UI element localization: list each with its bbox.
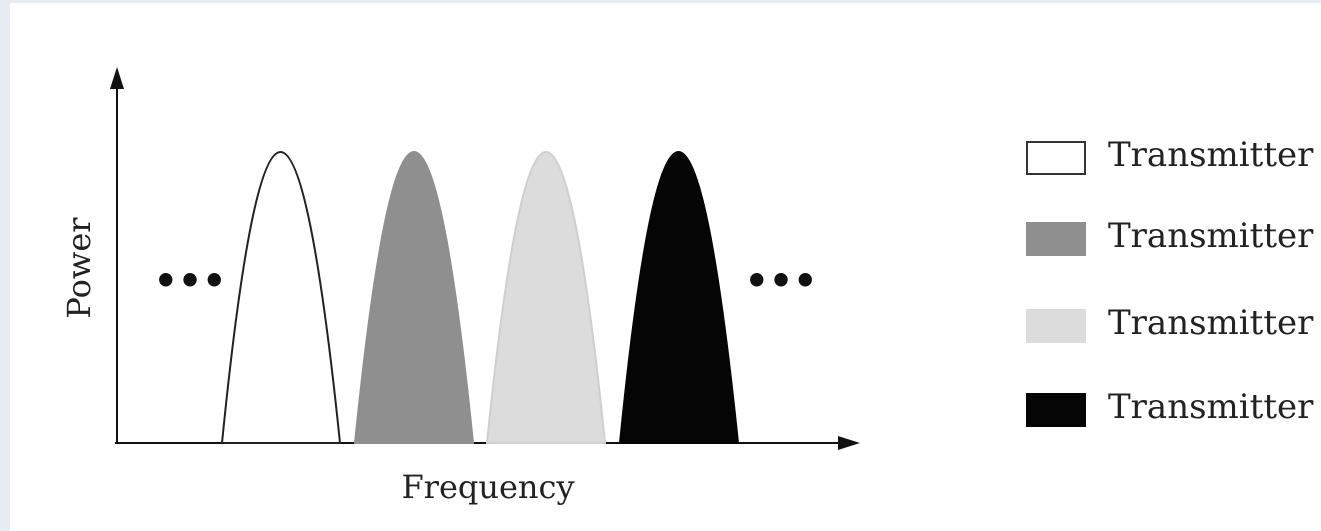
lobe-transmitter-1 [220, 151, 342, 444]
legend-swatch [1026, 222, 1086, 256]
lobe-transmitter-2 [353, 151, 475, 444]
left-continuation-dots: ••• [154, 258, 227, 303]
y-axis-label: Power [60, 217, 98, 319]
legend-label: Transmitter 1 [1108, 135, 1321, 175]
diagram-frame: ••• ••• Power Frequency Transmitter 1 Tr… [10, 3, 1321, 531]
lobe-transmitter-3 [485, 151, 607, 444]
power-spectrum-diagram: ••• ••• Power Frequency [60, 67, 860, 506]
legend-item-transmitter-4: Transmitter 4 [1026, 385, 1321, 427]
x-axis-arrowhead [838, 436, 860, 450]
legend-swatch [1026, 141, 1086, 175]
legend-swatch [1026, 393, 1086, 427]
y-axis-arrowhead [110, 67, 124, 89]
x-axis-label: Frequency [401, 468, 574, 506]
legend-label: Transmitter 4 [1108, 387, 1321, 427]
legend-label: Transmitter 3 [1108, 303, 1321, 343]
legend-item-transmitter-1: Transmitter 1 [1026, 133, 1321, 175]
lobe-transmitter-4 [618, 151, 740, 444]
legend-item-transmitter-2: Transmitter 2 [1026, 214, 1321, 256]
transmitter-lobes [220, 151, 740, 444]
right-continuation-dots: ••• [745, 258, 818, 303]
legend-label: Transmitter 2 [1108, 216, 1321, 256]
legend-swatch [1026, 309, 1086, 343]
legend-item-transmitter-3: Transmitter 3 [1026, 301, 1321, 343]
